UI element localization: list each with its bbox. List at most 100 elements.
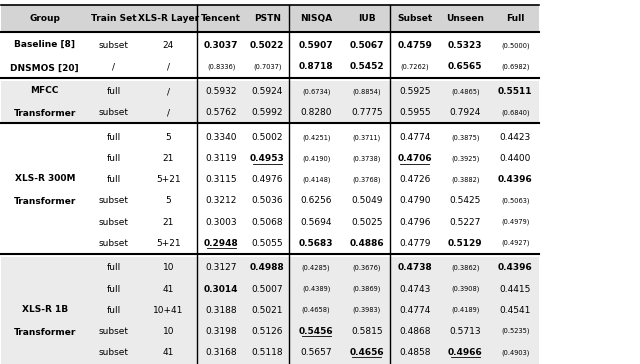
Text: Baseline [8]: Baseline [8] <box>14 40 76 49</box>
Text: full: full <box>107 285 121 293</box>
Text: MFCC: MFCC <box>31 86 59 95</box>
Text: 0.5025: 0.5025 <box>351 218 383 226</box>
Text: 5: 5 <box>166 197 171 205</box>
Text: 0.4415: 0.4415 <box>499 285 531 293</box>
Text: 0.5323: 0.5323 <box>448 41 483 50</box>
Text: subset: subset <box>99 197 129 205</box>
Text: 0.4953: 0.4953 <box>250 154 285 163</box>
Text: 0.3212: 0.3212 <box>205 197 237 205</box>
Text: (0.3908): (0.3908) <box>451 286 479 292</box>
Text: 0.4988: 0.4988 <box>250 264 285 272</box>
Text: 0.5713: 0.5713 <box>449 327 481 336</box>
Text: (0.3882): (0.3882) <box>451 177 479 183</box>
Text: 0.5456: 0.5456 <box>299 327 333 336</box>
Text: 0.4743: 0.4743 <box>399 285 431 293</box>
Text: (0.4979): (0.4979) <box>501 219 529 225</box>
Text: 10: 10 <box>163 264 174 272</box>
Text: full: full <box>107 306 121 314</box>
Text: 5+21: 5+21 <box>156 239 180 248</box>
Text: (0.3862): (0.3862) <box>451 265 479 271</box>
Text: (0.4903): (0.4903) <box>501 349 529 356</box>
Text: full: full <box>107 175 121 184</box>
Text: Train Set: Train Set <box>91 14 137 23</box>
Bar <box>1 5 539 32</box>
Text: Full: Full <box>506 14 524 23</box>
Text: 0.5683: 0.5683 <box>299 239 333 248</box>
Bar <box>1 321 539 342</box>
Bar <box>1 363 539 364</box>
Text: 0.5694: 0.5694 <box>300 218 332 226</box>
Text: /: / <box>167 87 170 96</box>
Bar <box>1 211 539 233</box>
Text: 0.5002: 0.5002 <box>252 133 283 142</box>
Bar <box>1 278 539 300</box>
Text: 0.3198: 0.3198 <box>205 327 237 336</box>
Text: (0.3983): (0.3983) <box>353 307 381 313</box>
Text: Unseen: Unseen <box>446 14 484 23</box>
Text: 0.5068: 0.5068 <box>252 218 283 226</box>
Text: Transformer: Transformer <box>13 198 76 206</box>
Text: XLS-R Layer: XLS-R Layer <box>138 14 199 23</box>
Text: 0.4774: 0.4774 <box>399 133 431 142</box>
Text: 0.5126: 0.5126 <box>252 327 283 336</box>
Text: Transformer: Transformer <box>13 328 76 337</box>
Text: DNSMOS [20]: DNSMOS [20] <box>10 64 79 72</box>
Text: 0.4774: 0.4774 <box>399 306 431 314</box>
Text: (0.3869): (0.3869) <box>353 286 381 292</box>
Text: 0.4706: 0.4706 <box>397 154 432 163</box>
Text: 0.4779: 0.4779 <box>399 239 431 248</box>
Text: (0.4189): (0.4189) <box>451 307 479 313</box>
Text: 0.4790: 0.4790 <box>399 197 431 205</box>
Text: 0.8718: 0.8718 <box>299 63 333 71</box>
Text: 0.4396: 0.4396 <box>498 264 532 272</box>
Text: 0.5007: 0.5007 <box>252 285 283 293</box>
Text: (0.4658): (0.4658) <box>302 307 330 313</box>
Text: 0.5955: 0.5955 <box>399 108 431 117</box>
Text: /: / <box>113 63 115 71</box>
Text: 5: 5 <box>166 133 171 142</box>
Bar <box>1 35 539 56</box>
Text: (0.5235): (0.5235) <box>501 328 529 335</box>
Text: full: full <box>107 264 121 272</box>
Text: 0.5022: 0.5022 <box>250 41 284 50</box>
Text: subset: subset <box>99 348 129 357</box>
Text: 0.5452: 0.5452 <box>349 63 384 71</box>
Bar <box>1 56 539 78</box>
Text: 0.5924: 0.5924 <box>252 87 283 96</box>
Text: 5+21: 5+21 <box>156 175 180 184</box>
Text: (0.3711): (0.3711) <box>353 134 381 141</box>
Bar <box>1 257 539 278</box>
Text: 0.4726: 0.4726 <box>399 175 431 184</box>
Bar <box>1 148 539 169</box>
Text: (0.6840): (0.6840) <box>501 110 529 116</box>
Text: (0.7037): (0.7037) <box>253 64 282 70</box>
Text: full: full <box>107 154 121 163</box>
Text: 0.5425: 0.5425 <box>449 197 481 205</box>
Text: 0.5657: 0.5657 <box>300 348 332 357</box>
Text: 0.5129: 0.5129 <box>448 239 483 248</box>
Text: IUB: IUB <box>358 14 376 23</box>
Text: 0.3115: 0.3115 <box>205 175 237 184</box>
Bar <box>1 300 539 321</box>
Text: full: full <box>107 87 121 96</box>
Text: 0.5907: 0.5907 <box>299 41 333 50</box>
Text: Transformer: Transformer <box>13 110 76 118</box>
Text: (0.8854): (0.8854) <box>353 88 381 95</box>
Text: (0.3925): (0.3925) <box>451 155 479 162</box>
Bar <box>1 127 539 148</box>
Text: (0.3875): (0.3875) <box>451 134 479 141</box>
Text: 0.4400: 0.4400 <box>499 154 531 163</box>
Text: 0.6256: 0.6256 <box>300 197 332 205</box>
Text: 0.8280: 0.8280 <box>300 108 332 117</box>
Text: /: / <box>167 63 170 71</box>
Text: subset: subset <box>99 239 129 248</box>
Text: (0.4389): (0.4389) <box>302 286 330 292</box>
Text: 0.3168: 0.3168 <box>205 348 237 357</box>
Text: (0.4148): (0.4148) <box>302 177 330 183</box>
Bar <box>1 81 539 102</box>
Text: 0.3119: 0.3119 <box>205 154 237 163</box>
Text: (0.5063): (0.5063) <box>501 198 529 204</box>
Text: 0.3340: 0.3340 <box>205 133 237 142</box>
Text: PSTN: PSTN <box>253 14 281 23</box>
Text: 0.3014: 0.3014 <box>204 285 238 293</box>
